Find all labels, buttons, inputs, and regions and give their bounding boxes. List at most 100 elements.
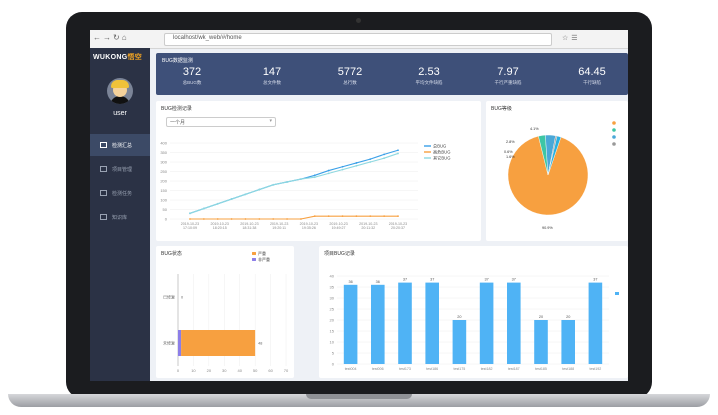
x-tick-label: 19:35:26 <box>302 226 316 230</box>
y-tick-label: 40 <box>330 274 335 279</box>
y-tick-label: 150 <box>160 188 167 193</box>
bar <box>371 284 385 364</box>
data-label: 37 <box>512 278 516 282</box>
bar <box>452 320 467 364</box>
line-chart-title: BUG检测记录 <box>161 106 192 112</box>
data-point <box>300 218 302 220</box>
pie-slice <box>507 135 589 216</box>
book-icon <box>100 214 107 220</box>
laptop-notch <box>306 394 412 399</box>
x-tick-label: 19:20:11 <box>272 226 286 230</box>
stat-value: 147 <box>262 66 282 78</box>
x-tick-label: test187 <box>508 367 520 371</box>
stat-avg-file-defects: 2.53 平均文件缺陷 <box>393 66 465 86</box>
pie-label: 0.6% <box>504 150 513 154</box>
stat-label: 总文件数 <box>263 80 281 85</box>
laptop-base <box>8 394 710 407</box>
bar <box>398 282 412 364</box>
data-label: 20 <box>539 315 543 319</box>
sidebar-item-label: 项目管理 <box>112 166 133 173</box>
series-line <box>189 149 399 214</box>
data-label: 20 <box>457 315 461 319</box>
data-point <box>327 215 330 218</box>
line-chart: 0501001502002503003504002019-10-2317:10:… <box>160 141 450 231</box>
pie-chart-panel: BUG等级 90.9% 2.8% 4.1% 0.6% 1.6% <box>486 101 628 241</box>
pie-label: 2.8% <box>506 140 515 144</box>
legend-swatch <box>615 292 619 295</box>
series-line <box>190 215 398 220</box>
pie-label: 4.1% <box>530 127 539 131</box>
data-point <box>341 165 344 168</box>
y-tick-label: 15 <box>330 329 335 334</box>
data-point <box>383 157 386 160</box>
username: user <box>113 110 127 117</box>
bar <box>181 330 256 356</box>
logo: WUKONG悟空 <box>93 52 149 62</box>
bar <box>343 284 358 364</box>
x-tick-label: test186 <box>426 367 438 371</box>
time-range-select[interactable]: 一个月 ▾ <box>166 117 276 127</box>
project-bar-chart: 0 5 10 15 20 25 30 35 40 36 test004 36 test006 37 test… <box>330 274 619 371</box>
stat-total-files: 147 总文件数 <box>236 66 308 86</box>
data-point <box>230 198 233 200</box>
y-tick-label: 10 <box>330 340 335 345</box>
url-text: localhost/wk_web/#/home <box>173 35 242 41</box>
legend-label: 总BUG <box>433 143 446 149</box>
x-tick-label: test175 <box>454 367 466 371</box>
stat-kloc-severe: 7.97 千行严重缺陷 <box>472 66 544 86</box>
data-point <box>397 149 399 152</box>
data-point <box>383 153 386 156</box>
status-chart-panel: BUG状态 0 10 20 30 40 50 60 70 已修复 0 未修复 48 严重 非严重 <box>156 246 294 378</box>
logo-sub: 悟空 <box>127 54 143 61</box>
y-tick-label: 20 <box>330 318 335 323</box>
x-tick-label: 2019-10-23 <box>300 222 318 226</box>
stat-label: 总行数 <box>343 80 357 85</box>
bar <box>178 330 182 356</box>
sidebar-item-summary[interactable]: 检测汇总 <box>90 134 150 156</box>
y-tick-label: 0 <box>165 217 168 222</box>
sidebar-item-knowledge[interactable]: 知识库 <box>90 206 150 228</box>
data-label: 0 <box>181 296 183 300</box>
sidebar-item-projects[interactable]: 项目管理 <box>90 158 150 180</box>
data-label: 37 <box>593 278 597 282</box>
browser-nav-icons[interactable]: ←→↻⌂ <box>93 33 129 42</box>
data-point <box>313 176 316 179</box>
data-point <box>313 174 316 177</box>
y-tick-label: 已修复 <box>163 294 175 300</box>
data-point <box>341 168 344 171</box>
data-point <box>244 193 247 196</box>
x-tick-label: 2019-10-23 <box>270 222 288 226</box>
data-point <box>369 161 372 163</box>
legend-swatch <box>252 258 256 261</box>
x-tick-label: 2019-10-23 <box>240 222 258 226</box>
legend-swatch <box>612 135 616 139</box>
x-tick-label: 20 <box>207 368 212 373</box>
avatar[interactable] <box>107 78 133 104</box>
x-tick-label: test188 <box>562 367 574 371</box>
data-point <box>286 181 288 183</box>
data-label: 36 <box>376 280 380 284</box>
sidebar-item-tasks[interactable]: 检测任务 <box>90 182 150 204</box>
folder-icon <box>100 166 107 172</box>
stat-value: 7.97 <box>497 66 519 78</box>
address-bar[interactable]: localhost/wk_web/#/home <box>164 33 552 46</box>
data-point <box>341 215 344 218</box>
status-chart-title: BUG状态 <box>161 251 182 257</box>
stat-value: 372 <box>182 66 202 78</box>
stat-value: 2.53 <box>418 66 440 78</box>
data-point <box>397 215 399 218</box>
data-point <box>258 188 261 191</box>
x-tick-label: 18:20:15 <box>213 226 227 230</box>
bar <box>425 282 439 364</box>
x-tick-label: 2019-10-23 <box>211 222 229 226</box>
pie-chart: 90.9% 2.8% 4.1% 0.6%1.6% <box>504 121 616 230</box>
legend-swatch <box>612 128 616 132</box>
bar <box>561 320 575 364</box>
pie-label: 1.6% <box>506 155 515 159</box>
browser-menu-icons[interactable]: ☆☰ <box>562 35 581 42</box>
legend-label: 其它BUG <box>433 155 450 162</box>
stat-label: 千行严重缺陷 <box>494 80 522 85</box>
data-point <box>258 218 261 220</box>
data-point <box>355 164 358 167</box>
data-point <box>230 218 233 220</box>
